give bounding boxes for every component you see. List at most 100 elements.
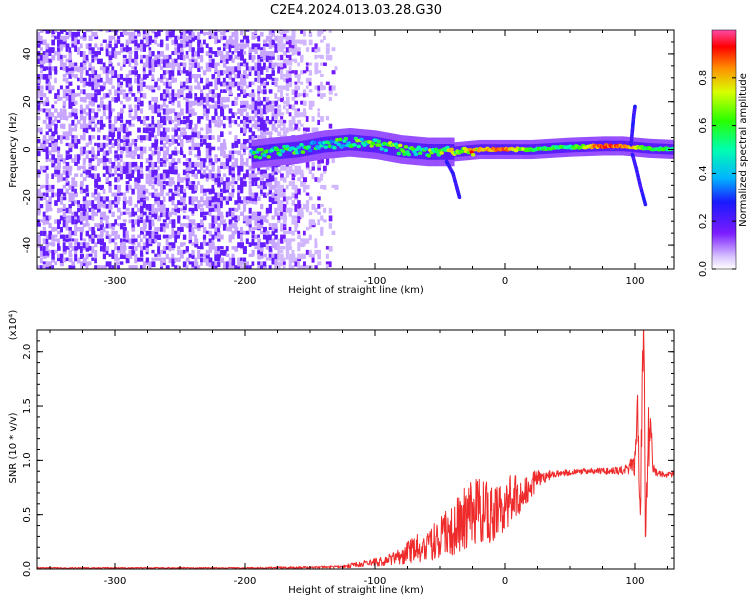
noise-cell xyxy=(262,54,266,61)
noise-cell xyxy=(77,31,81,37)
noise-cell xyxy=(125,73,129,79)
noise-cell xyxy=(108,77,113,84)
noise-cell xyxy=(131,238,135,244)
noise-cell xyxy=(245,169,249,176)
noise-cell xyxy=(68,58,73,63)
noise-cell xyxy=(222,43,227,47)
noise-cell xyxy=(71,39,74,43)
noise-cell xyxy=(242,43,247,49)
noise-cell xyxy=(254,226,259,231)
noise-cell xyxy=(122,127,126,134)
noise-cell xyxy=(302,242,306,247)
noise-cell xyxy=(165,70,170,74)
noise-cell xyxy=(220,249,224,256)
noise-cell xyxy=(240,226,243,233)
noise-cell xyxy=(171,70,175,77)
noise-cell xyxy=(265,108,270,113)
noise-cell xyxy=(148,265,152,269)
noise-cell xyxy=(182,203,187,210)
noise-cell xyxy=(300,58,304,63)
noise-cell xyxy=(317,112,321,118)
noise-cell xyxy=(171,242,176,249)
noise-cell xyxy=(65,85,70,89)
noise-cell xyxy=(99,123,104,130)
noise-cell xyxy=(59,226,64,233)
noise-cell xyxy=(151,39,155,43)
noise-cell xyxy=(97,58,101,65)
band-core xyxy=(358,135,361,152)
noise-cell xyxy=(97,81,100,88)
noise-cell xyxy=(165,158,169,162)
noise-cell xyxy=(268,51,273,57)
noise-cell xyxy=(117,138,120,143)
noise-cell xyxy=(68,207,72,214)
noise-cell xyxy=(325,47,330,52)
noise-cell xyxy=(79,230,83,236)
noise-cell xyxy=(162,154,167,161)
noise-cell xyxy=(122,161,126,167)
noise-cell xyxy=(62,89,67,93)
noise-cell xyxy=(125,211,129,215)
noise-cell xyxy=(205,150,210,157)
noise-cell xyxy=(45,261,50,267)
noise-cell xyxy=(274,257,278,263)
noise-cell xyxy=(305,116,309,122)
noise-cell xyxy=(251,93,256,98)
noise-cell xyxy=(159,200,164,205)
noise-cell xyxy=(139,230,144,235)
noise-cell xyxy=(180,127,184,131)
noise-cell xyxy=(139,85,143,92)
noise-cell xyxy=(280,246,285,250)
noise-cell xyxy=(54,249,58,254)
noise-cell xyxy=(94,203,99,210)
noise-cell xyxy=(48,230,53,236)
band-core xyxy=(427,144,430,160)
noise-cell xyxy=(162,158,167,164)
noise-cell xyxy=(274,30,279,32)
noise-cell xyxy=(145,73,149,79)
noise-cell xyxy=(137,223,140,227)
noise-cell xyxy=(142,73,147,80)
noise-cell xyxy=(51,188,55,193)
noise-cell xyxy=(82,165,86,172)
noise-cell xyxy=(108,62,113,67)
noise-cell xyxy=(208,154,212,159)
noise-cell xyxy=(237,242,241,248)
noise-cell xyxy=(97,203,101,209)
noise-cell xyxy=(242,161,247,166)
noise-cell xyxy=(282,215,288,221)
noise-cell xyxy=(177,119,181,126)
noise-cell xyxy=(88,77,92,82)
noise-cell xyxy=(242,246,247,252)
noise-cell xyxy=(197,131,202,138)
noise-cell xyxy=(54,226,58,232)
noise-cell xyxy=(317,119,321,125)
noise-cell xyxy=(225,70,230,74)
noise-cell xyxy=(142,246,147,250)
noise-cell xyxy=(277,219,281,223)
noise-cell xyxy=(300,81,304,85)
noise-cell xyxy=(97,158,101,165)
noise-cell xyxy=(288,265,292,269)
noise-cell xyxy=(234,112,238,116)
noise-cell xyxy=(85,54,89,61)
noise-cell xyxy=(105,234,110,239)
noise-cell xyxy=(108,265,112,269)
noise-cell xyxy=(211,89,215,94)
noise-cell xyxy=(240,54,244,61)
noise-cell xyxy=(45,215,50,221)
noise-cell xyxy=(211,161,215,166)
noise-cell xyxy=(39,265,43,269)
noise-cell xyxy=(228,119,232,124)
noise-cell xyxy=(182,81,186,88)
noise-cell xyxy=(94,242,98,248)
noise-cell xyxy=(37,207,41,214)
noise-cell xyxy=(271,238,276,245)
noise-cell xyxy=(139,203,144,209)
noise-cell xyxy=(180,39,184,43)
noise-cell xyxy=(291,30,296,33)
noise-cell xyxy=(108,207,112,214)
noise-cell xyxy=(59,85,63,90)
noise-cell xyxy=(237,177,242,181)
